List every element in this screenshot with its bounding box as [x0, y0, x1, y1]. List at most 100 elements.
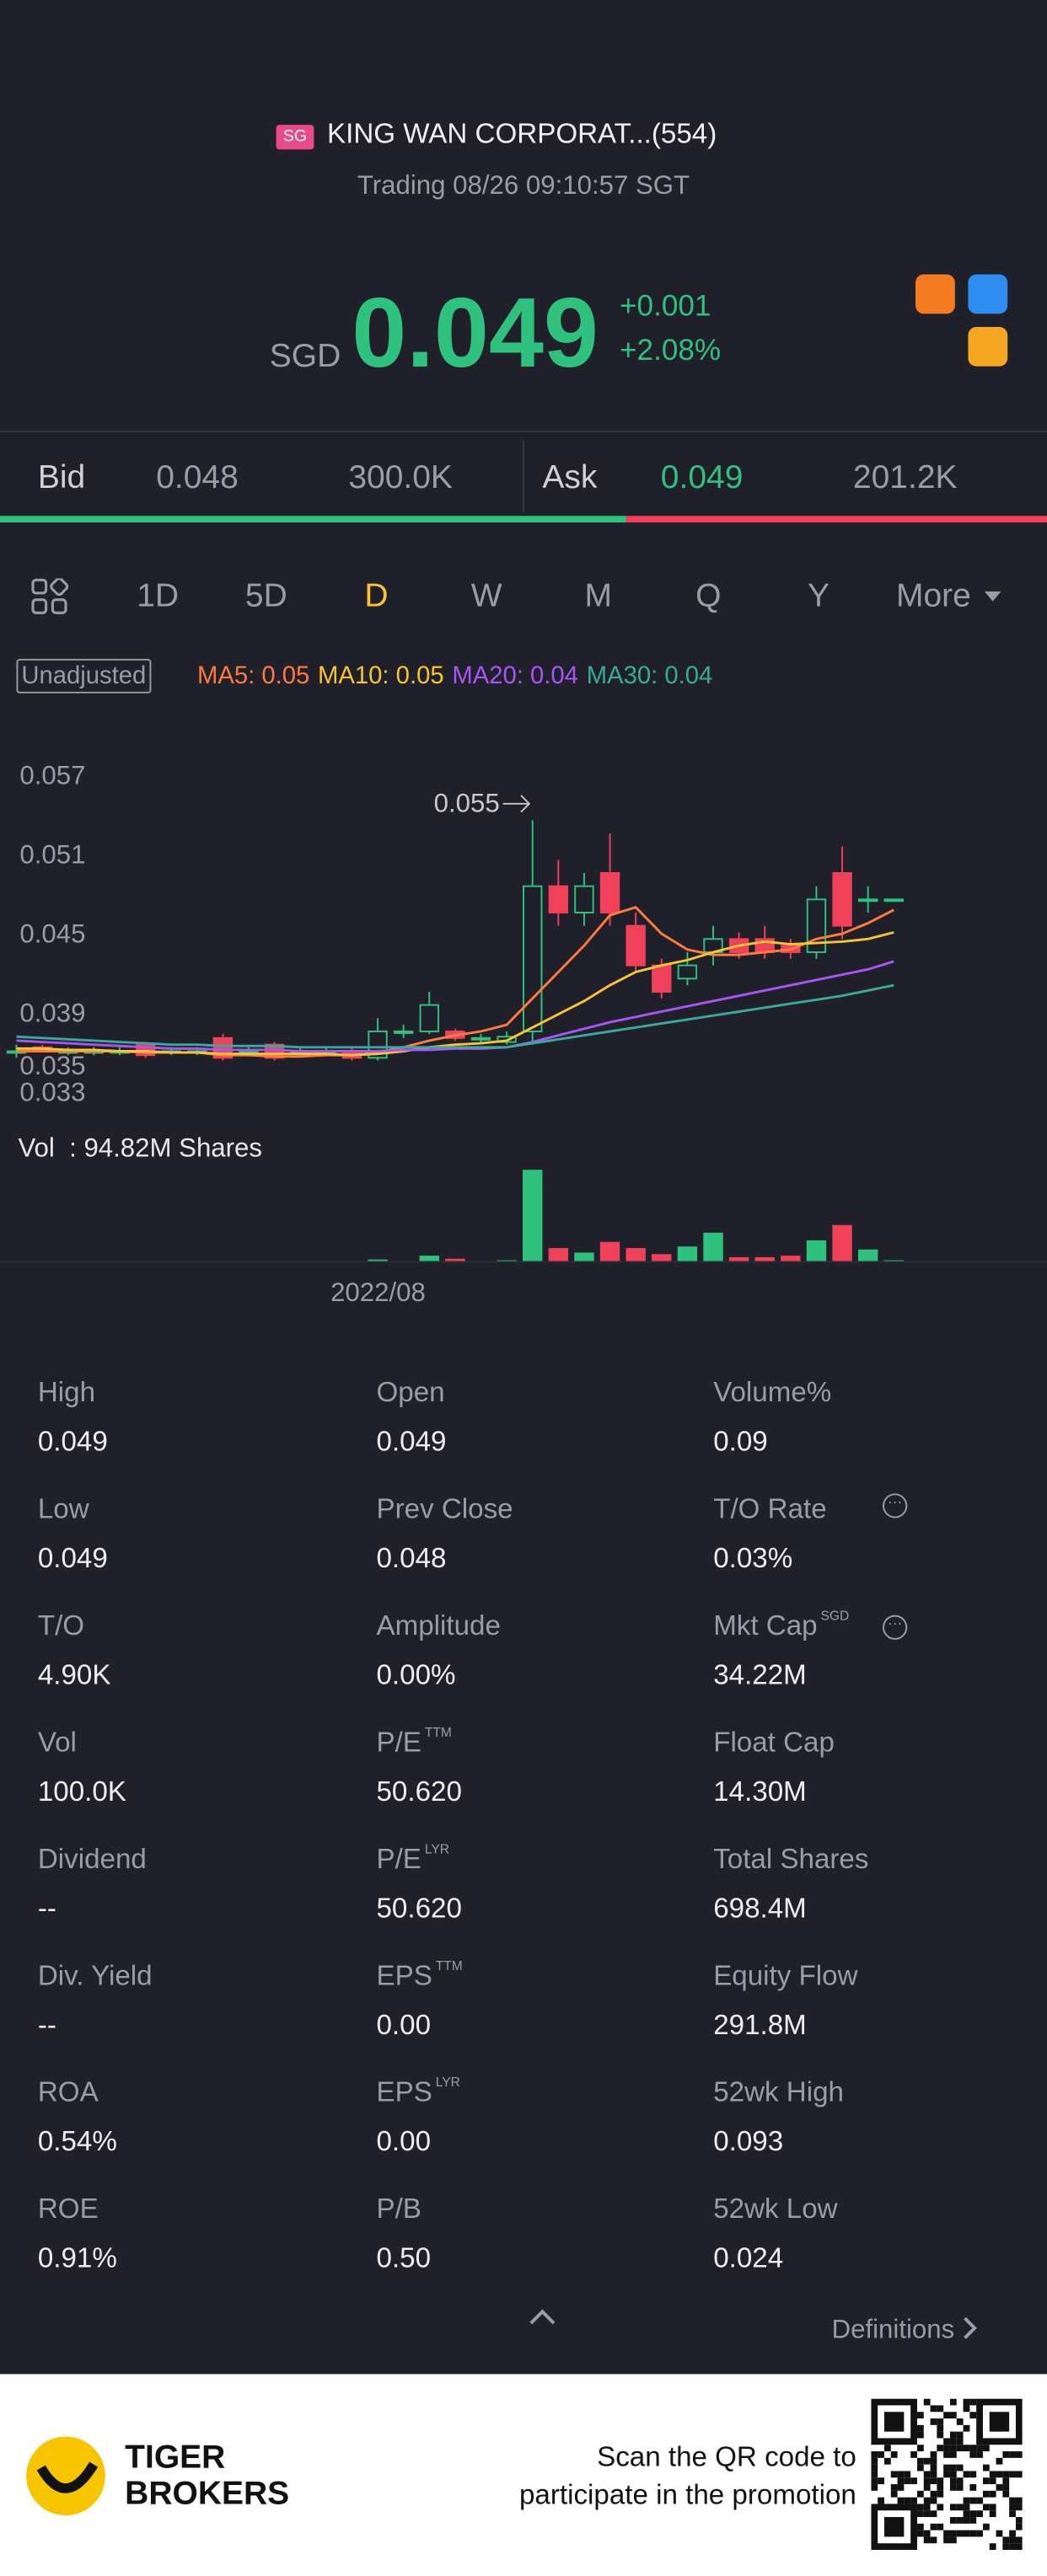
stat-label-text: ROE — [37, 2193, 99, 2225]
qr-module — [949, 2536, 957, 2544]
stat-label-text: Amplitude — [376, 1609, 501, 1641]
period-tab[interactable]: More — [884, 578, 1001, 616]
layout-icon[interactable] — [31, 578, 69, 616]
qr-module — [976, 2530, 983, 2537]
period-tab[interactable]: M — [584, 578, 612, 615]
qr-module — [871, 2471, 878, 2478]
qr-module — [1015, 2471, 1023, 2478]
stat-value: 50.620 — [376, 1775, 462, 1807]
y-tick-label: 0.035 — [19, 1051, 85, 1080]
qr-module — [949, 2438, 957, 2445]
qr-module — [923, 2504, 931, 2511]
stat-label-text: P/E — [376, 1843, 421, 1875]
qr-module — [949, 2471, 957, 2478]
stat-value: 0.049 — [37, 1426, 108, 1458]
info-icon[interactable]: ··· — [883, 1615, 908, 1640]
volume-label: Vol : 94.82M Shares — [18, 1133, 262, 1163]
volume-bar — [781, 1256, 801, 1262]
qr-module — [937, 2445, 944, 2452]
qr-module — [916, 2457, 924, 2465]
candle-body — [239, 1050, 259, 1054]
qr-module — [943, 2536, 950, 2544]
info-icon[interactable]: ··· — [883, 1493, 908, 1518]
price: 0.049 — [352, 277, 599, 388]
stat-tag: TTM — [435, 1958, 463, 1974]
qr-module — [937, 2418, 944, 2425]
adjust-toggle[interactable]: Unadjusted — [16, 658, 152, 694]
icon-dollar[interactable] — [968, 327, 1008, 367]
definitions-link[interactable]: Definitions — [832, 2316, 979, 2346]
qr-module — [956, 2504, 964, 2511]
stat-label-text: High — [37, 1376, 96, 1408]
volume-bar — [806, 1240, 827, 1262]
collapse-arrow[interactable] — [528, 2306, 557, 2326]
qr-module — [982, 2490, 990, 2498]
qr-finder — [976, 2398, 1023, 2445]
qr-module — [956, 2477, 964, 2485]
stat-label: Amplitude — [376, 1610, 500, 1643]
qr-module — [937, 2484, 944, 2491]
trading-status: Trading 08/26 09:10:57 SGT — [357, 172, 690, 201]
qr-module — [916, 2523, 924, 2530]
stat-value: 100.0K — [37, 1775, 126, 1807]
candle-body — [677, 964, 698, 980]
qr-module — [1015, 2504, 1023, 2511]
qr-module — [969, 2412, 977, 2419]
icon-short[interactable] — [915, 274, 955, 314]
stat-value: 0.03% — [713, 1542, 793, 1574]
qr-module — [916, 2431, 924, 2439]
ask-label: Ask — [542, 459, 598, 496]
qr-module — [949, 2517, 957, 2524]
qr-module — [890, 2484, 898, 2491]
period-tab[interactable]: Y — [807, 578, 830, 615]
stat-value: 0.093 — [713, 2125, 784, 2158]
period-tab[interactable]: Q — [695, 578, 722, 615]
qr-module — [969, 2510, 977, 2518]
qr-module — [937, 2523, 944, 2530]
brand-line-2: BROKERS — [125, 2476, 290, 2513]
stat-value: 0.048 — [376, 1542, 447, 1574]
qr-module — [943, 2438, 950, 2445]
stat-label: EPS TTM — [376, 1958, 462, 1993]
qr-module — [963, 2517, 970, 2524]
qr-module — [982, 2477, 990, 2485]
qr-module — [897, 2471, 905, 2478]
stat-label-text: Mkt Cap — [713, 1609, 818, 1641]
qr-module — [930, 2536, 937, 2544]
stat-label-text: 52wk High — [713, 2076, 844, 2108]
qr-module — [963, 2510, 970, 2518]
divider — [523, 440, 524, 513]
period-tab[interactable]: 1D — [137, 578, 180, 615]
qr-module — [916, 2530, 924, 2537]
dropdown-caret[interactable] — [983, 588, 1002, 604]
qr-module — [871, 2477, 878, 2485]
qr-module — [883, 2445, 891, 2452]
qr-module — [982, 2504, 990, 2511]
y-tick-label: 0.057 — [19, 760, 85, 790]
qr-module — [1015, 2536, 1023, 2544]
stat-label-text: Volume% — [713, 1376, 832, 1408]
period-tab[interactable]: W — [470, 578, 502, 615]
qr-module — [930, 2523, 937, 2530]
period-tab[interactable]: D — [364, 578, 389, 615]
qr-module — [963, 2504, 970, 2511]
qr-code — [871, 2398, 1023, 2551]
candle-body — [523, 885, 543, 1032]
market-badge: SG — [276, 125, 314, 150]
qr-module — [969, 2445, 977, 2452]
stat-value: 34.22M — [713, 1659, 807, 1691]
period-tab[interactable]: 5D — [244, 578, 287, 615]
y-tick-label: 0.039 — [19, 998, 85, 1027]
stat-tag: SGD — [820, 1608, 850, 1624]
qr-module — [989, 2543, 996, 2551]
icon-level[interactable] — [968, 274, 1008, 314]
candle-body — [626, 924, 646, 967]
definitions-text[interactable]: Definitions — [831, 2316, 955, 2345]
qr-module — [989, 2510, 996, 2518]
candle-body — [393, 1031, 414, 1034]
qr-module — [963, 2445, 970, 2452]
qr-module — [996, 2471, 1003, 2478]
qr-module — [937, 2431, 944, 2439]
qr-finder — [871, 2398, 917, 2445]
qr-module — [1015, 2497, 1023, 2504]
